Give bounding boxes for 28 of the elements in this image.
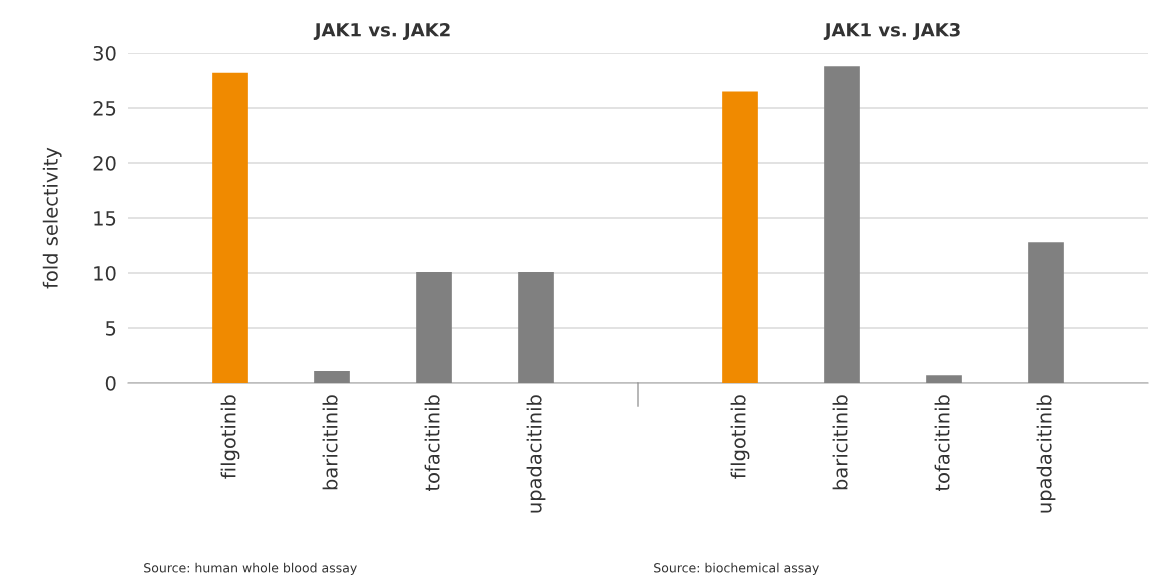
y-tick-label: 25	[93, 100, 116, 116]
bar	[416, 271, 452, 383]
bar	[212, 72, 248, 383]
y-axis-title: fold selectivity	[42, 147, 62, 289]
y-tick-label: 15	[94, 211, 116, 226]
x-tick-label: upadacitinib	[526, 395, 546, 513]
y-tick-label: 20	[93, 155, 116, 171]
x-tick-label: baricitinib	[832, 395, 848, 490]
x-tick-label: baricitinib	[322, 395, 338, 490]
y-tick-label: 5	[106, 321, 116, 336]
bar	[824, 66, 860, 383]
bar	[722, 91, 758, 383]
source-note: Source: biochemical assay	[654, 562, 819, 575]
x-tick-label: tofacitinib	[424, 395, 440, 492]
x-tick-label: upadacitinib	[1036, 395, 1056, 513]
bar	[518, 271, 554, 383]
y-tick-label: 0	[105, 375, 116, 391]
bar	[1028, 242, 1064, 383]
chart-title: JAK1 vs. JAK3	[823, 22, 960, 40]
bar	[314, 370, 350, 383]
x-tick-label: filgotinib	[730, 395, 750, 479]
source-note: Source: human whole blood assay	[144, 562, 357, 575]
y-tick-label: 10	[94, 265, 116, 281]
chart-title: JAK1 vs. JAK2	[313, 22, 450, 40]
bar	[926, 375, 962, 383]
x-tick-label: filgotinib	[220, 395, 240, 479]
y-tick-label: 30	[93, 45, 116, 61]
x-tick-label: tofacitinib	[934, 395, 950, 492]
